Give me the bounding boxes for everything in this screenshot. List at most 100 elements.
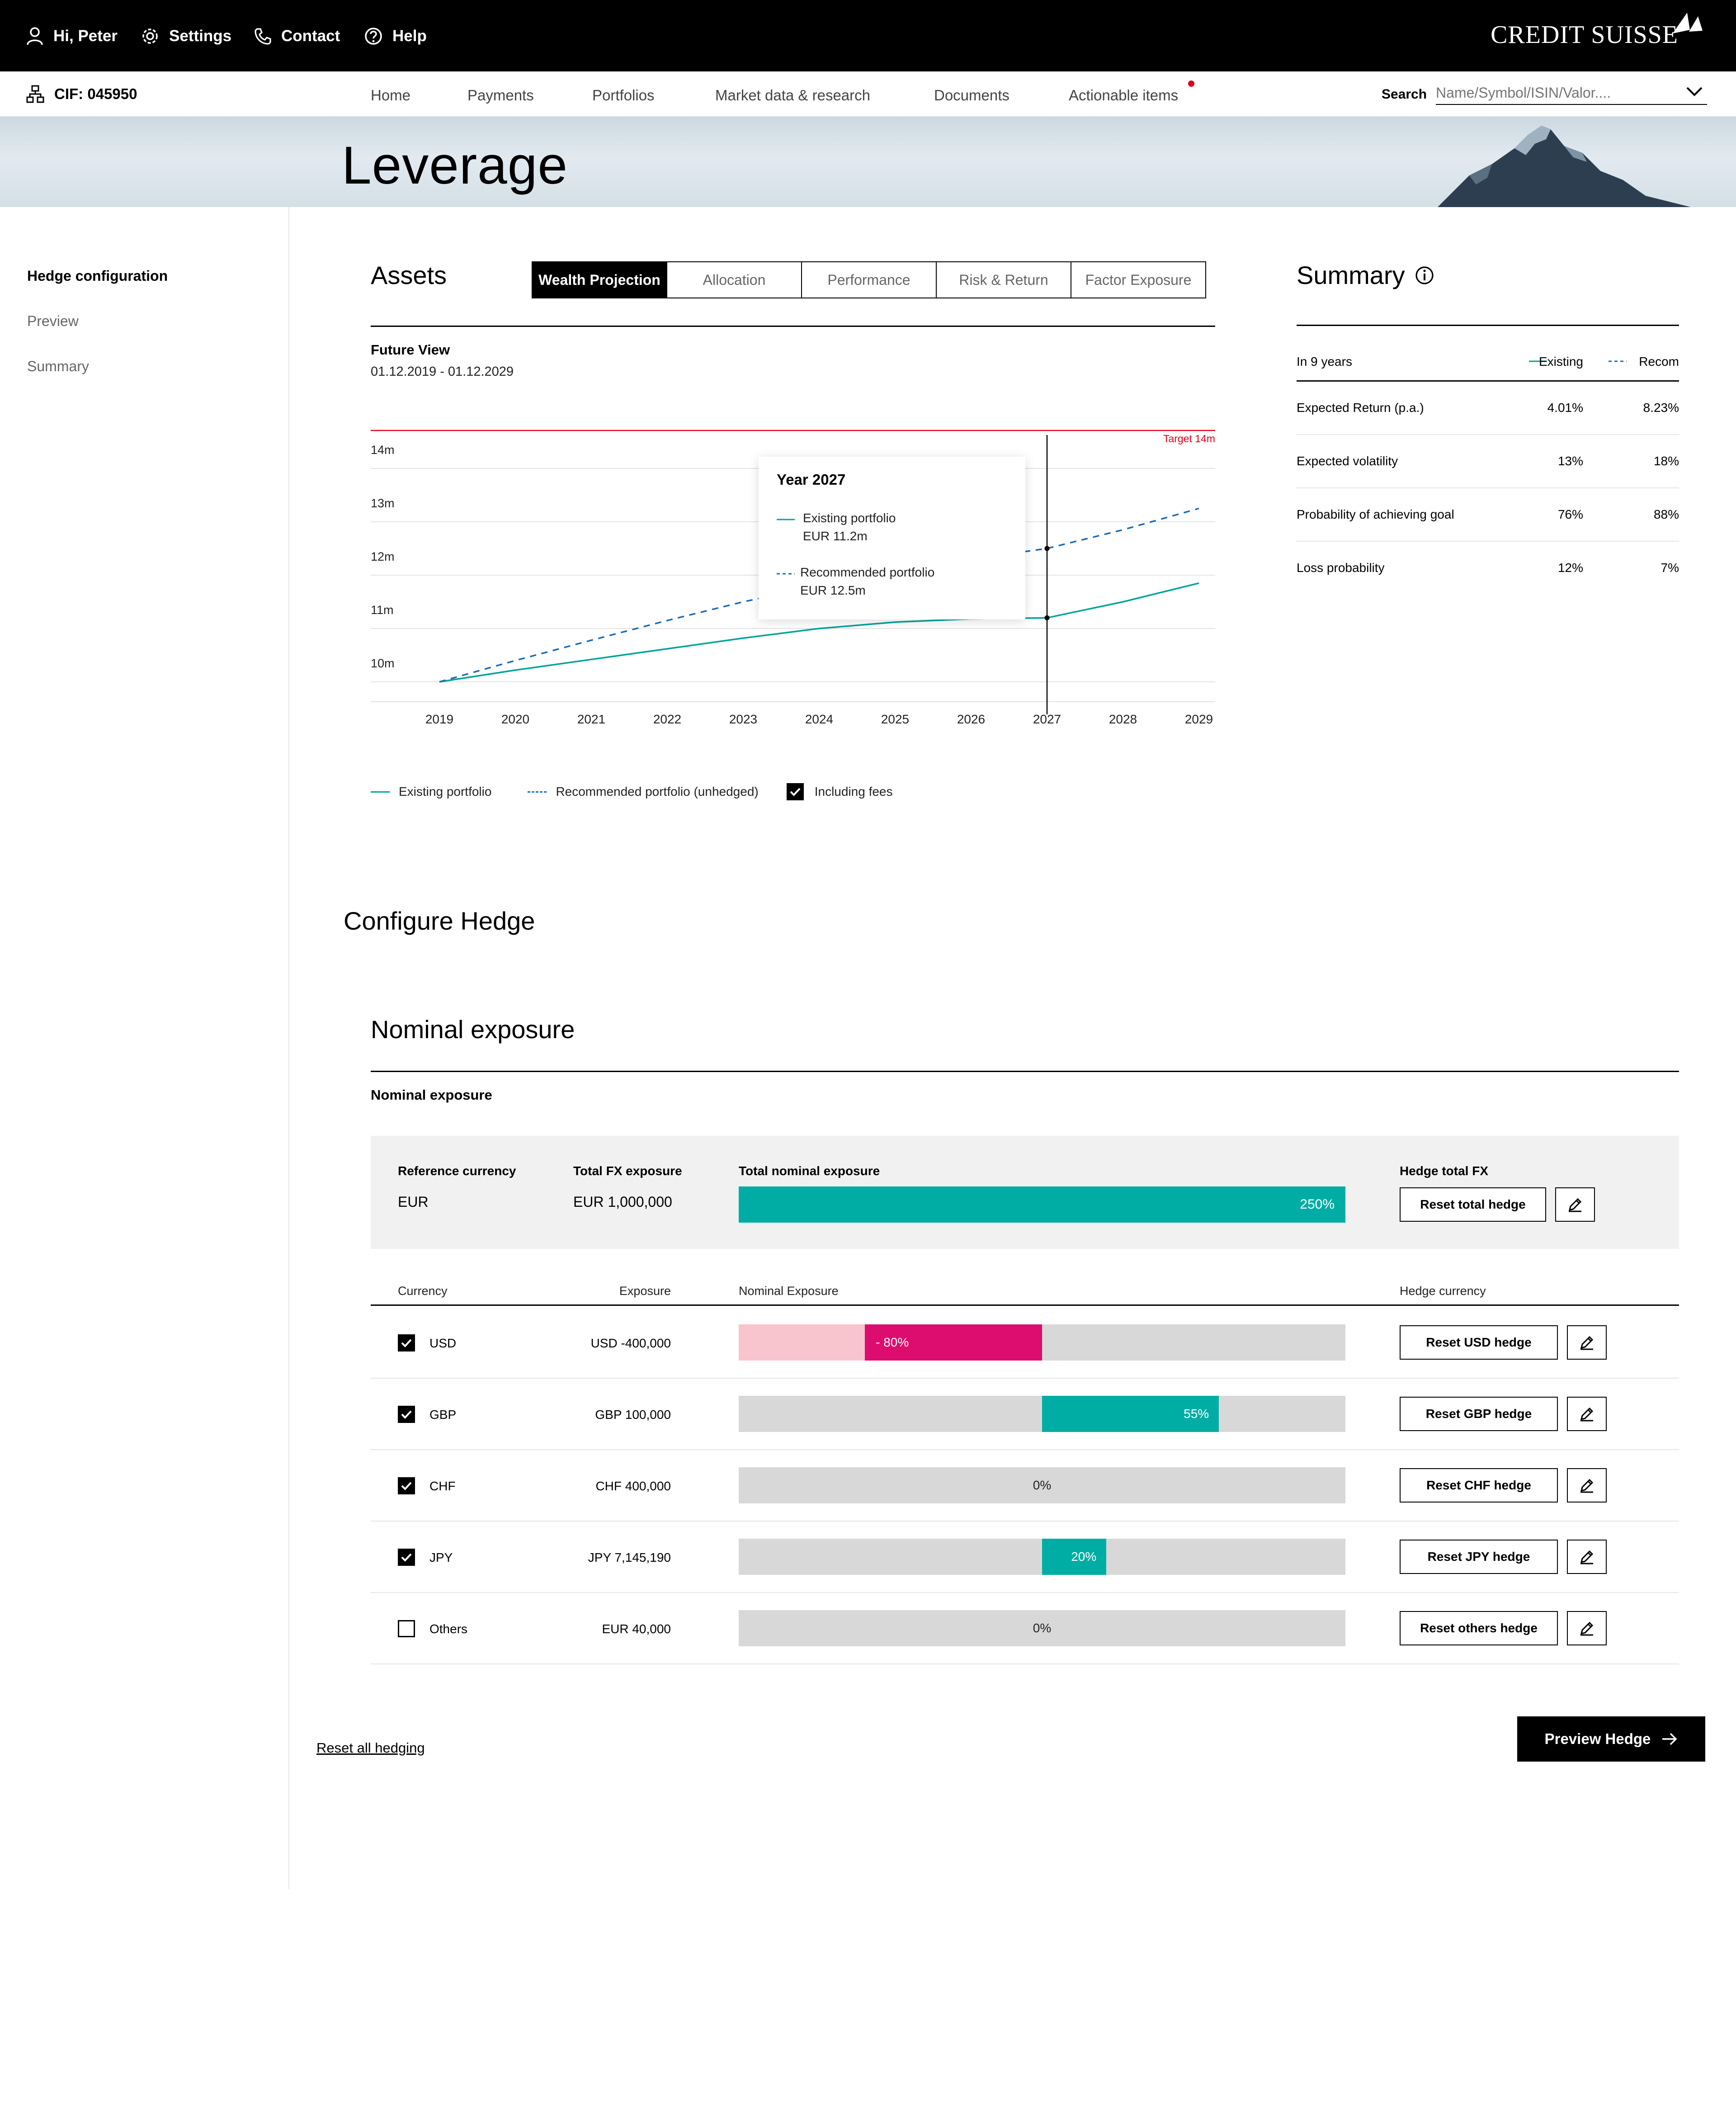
user-icon — [27, 27, 43, 45]
y-tick-label: 14m — [371, 443, 395, 457]
summary-existing-value: 13% — [1557, 454, 1583, 468]
edit-total-hedge-button[interactable] — [1555, 1187, 1595, 1222]
reset-others-hedge-button[interactable]: Reset others hedge — [1400, 1611, 1558, 1645]
legend-recommended: Recommended portfolio (unhedged) — [556, 784, 759, 799]
reference-panel: Reference currency EUR Total FX exposure… — [371, 1136, 1679, 1249]
preview-hedge-button[interactable]: Preview Hedge — [1517, 1716, 1705, 1762]
top-bar: Hi, Peter Settings Contact Help CREDIT S… — [0, 0, 1736, 71]
sidebar-item-summary[interactable]: Summary — [27, 358, 89, 374]
nav-actionable-items[interactable]: Actionable items — [1069, 87, 1179, 104]
pencil-icon — [1580, 1479, 1594, 1493]
summary-recommended-value: 18% — [1653, 454, 1679, 468]
pencil-icon — [1580, 1336, 1594, 1350]
reset-gbp-hedge-button[interactable]: Reset GBP hedge — [1400, 1397, 1558, 1431]
summary-row: Loss probability 12% 7% — [1297, 542, 1679, 595]
including-fees-checkbox[interactable] — [786, 783, 804, 800]
currency-label: CHF — [429, 1479, 456, 1493]
tab-wealth-projection[interactable]: Wealth Projection — [532, 261, 667, 298]
contact-link[interactable]: Contact — [254, 25, 340, 47]
currency-checkbox[interactable] — [398, 1406, 415, 1423]
brand-name: CREDIT SUISSE — [1491, 21, 1678, 49]
nominal-exposure-bar[interactable]: - 80% — [739, 1324, 1345, 1361]
summary-label: Expected volatility — [1297, 454, 1398, 468]
existing-legend-swatch — [1529, 360, 1547, 362]
edit-gbp-hedge-button[interactable] — [1567, 1397, 1607, 1431]
header-hedge-currency: Hedge currency — [1400, 1284, 1486, 1298]
tab-performance[interactable]: Performance — [801, 261, 937, 298]
help-label: Help — [392, 27, 427, 45]
exposure-table-header: Currency Exposure Nominal Exposure Hedge… — [371, 1278, 1679, 1306]
reset-total-hedge-button[interactable]: Reset total hedge — [1400, 1187, 1546, 1222]
reset-usd-hedge-button[interactable]: Reset USD hedge — [1400, 1325, 1558, 1360]
nominal-exposure-bar[interactable]: 0% — [739, 1467, 1345, 1503]
reset-all-hedging-link[interactable]: Reset all hedging — [316, 1740, 425, 1756]
summary-label: Expected Return (p.a.) — [1297, 401, 1424, 415]
info-icon[interactable] — [1415, 266, 1434, 285]
user-greeting[interactable]: Hi, Peter — [26, 25, 118, 47]
search-input[interactable] — [1436, 81, 1707, 105]
nav-documents[interactable]: Documents — [934, 87, 1010, 104]
reset-jpy-hedge-button[interactable]: Reset JPY hedge — [1400, 1540, 1558, 1574]
header-nominal-exposure: Nominal Exposure — [739, 1284, 839, 1298]
tab-factor-exposure[interactable]: Factor Exposure — [1071, 261, 1206, 298]
nav-market-data[interactable]: Market data & research — [715, 87, 870, 104]
gear-icon — [142, 28, 158, 44]
tab-risk-return[interactable]: Risk & Return — [936, 261, 1071, 298]
notification-dot — [1188, 80, 1194, 87]
currency-checkbox[interactable] — [398, 1549, 415, 1566]
summary-title: Summary — [1297, 260, 1434, 290]
chevron-down-icon[interactable] — [1685, 85, 1703, 98]
settings-link[interactable]: Settings — [141, 25, 231, 47]
sidebar-item-hedge-configuration[interactable]: Hedge configuration — [27, 268, 168, 284]
cif-selector[interactable]: CIF: 045950 — [26, 85, 137, 103]
currency-checkbox[interactable] — [398, 1620, 415, 1637]
including-fees-label: Including fees — [814, 784, 893, 799]
currency-checkbox[interactable] — [398, 1334, 415, 1351]
target-label: Target 14m — [1163, 433, 1215, 444]
nav-portfolios[interactable]: Portfolios — [592, 87, 655, 104]
tooltip-recommended-label: Recommended portfolio — [800, 565, 935, 579]
exposure-value: EUR 40,000 — [602, 1622, 671, 1636]
summary-col-recommended: Recom — [1639, 354, 1679, 369]
summary-row: Probability of achieving goal 76% 88% — [1297, 488, 1679, 542]
summary-period: In 9 years — [1297, 354, 1352, 369]
summary-col-existing: Existing — [1538, 354, 1583, 369]
main-nav: CIF: 045950 Home Payments Portfolios Mar… — [0, 71, 1736, 117]
edit-usd-hedge-button[interactable] — [1567, 1325, 1607, 1360]
nominal-exposure-bar[interactable]: 20% — [739, 1539, 1345, 1575]
currency-checkbox[interactable] — [398, 1477, 415, 1494]
sidebar-item-preview[interactable]: Preview — [27, 313, 79, 329]
search-label: Search — [1382, 87, 1427, 102]
nominal-exposure-bar[interactable]: 0% — [739, 1610, 1345, 1646]
nav-payments[interactable]: Payments — [467, 87, 534, 104]
nominal-exposure-value: 20% — [1071, 1550, 1097, 1564]
existing-line-icon — [777, 519, 795, 520]
total-nominal-value: 250% — [1300, 1197, 1335, 1212]
total-nominal-label: Total nominal exposure — [739, 1164, 880, 1178]
reference-currency-value: EUR — [398, 1194, 429, 1210]
y-tick-label: 10m — [371, 657, 395, 670]
nominal-exposure-fill: - 80% — [865, 1324, 1042, 1361]
brand-logo[interactable]: CREDIT SUISSE — [1491, 10, 1704, 60]
reset-chf-hedge-button[interactable]: Reset CHF hedge — [1400, 1468, 1558, 1503]
exposure-row-others: Others EUR 40,000 0% Reset others hedge — [371, 1593, 1679, 1664]
x-tick-label: 2019 — [425, 712, 453, 726]
help-link[interactable]: Help — [364, 25, 427, 47]
x-tick-label: 2024 — [805, 712, 833, 726]
summary-recommended-value: 88% — [1653, 507, 1679, 521]
edit-chf-hedge-button[interactable] — [1567, 1468, 1607, 1503]
edit-others-hedge-button[interactable] — [1567, 1611, 1607, 1645]
tab-allocation[interactable]: Allocation — [666, 261, 802, 298]
summary-heading: Summary — [1297, 261, 1405, 289]
nominal-exposure-value: 0% — [1033, 1621, 1052, 1635]
summary-recommended-value: 8.23% — [1643, 401, 1679, 415]
assets-divider — [371, 326, 1215, 327]
nominal-exposure-bar[interactable]: 55% — [739, 1396, 1345, 1432]
nav-home[interactable]: Home — [371, 87, 411, 104]
hero-banner — [0, 117, 1736, 207]
nominal-exposure-value: - 80% — [876, 1335, 909, 1349]
summary-divider — [1297, 325, 1679, 326]
total-nominal-bar: 250% — [739, 1186, 1345, 1223]
edit-jpy-hedge-button[interactable] — [1567, 1540, 1607, 1574]
chart-tooltip: Year 2027 Existing portfolio EUR 11.2m R… — [759, 457, 1025, 619]
